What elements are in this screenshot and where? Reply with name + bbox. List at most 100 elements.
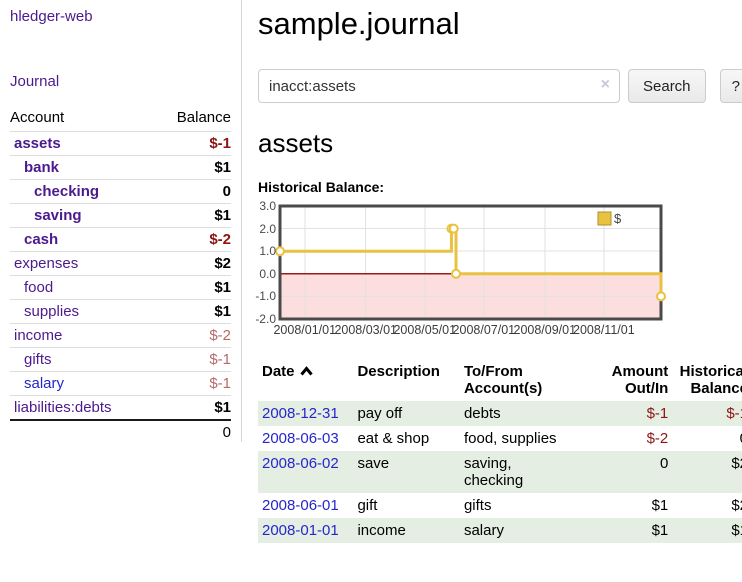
y-axis-tick-label: 3.0 <box>259 199 276 213</box>
account-link-salary[interactable]: salary <box>24 375 65 392</box>
account-row: cash $-2 <box>10 227 231 252</box>
account-row: salary $-1 <box>10 371 231 396</box>
column-header-balance: Historical Balance <box>679 363 742 397</box>
transaction-accounts: food, supplies <box>463 430 557 447</box>
nav-journal-link[interactable]: Journal <box>10 73 60 90</box>
column-header-date[interactable]: Date <box>258 361 353 401</box>
y-axis-tick-label: 2.0 <box>259 221 276 236</box>
transaction-balance: $2 <box>672 451 742 493</box>
sidebar: hledger-web Journal Account Balance asse… <box>0 0 242 442</box>
account-row: supplies $1 <box>10 299 231 324</box>
account-heading: assets <box>258 128 334 158</box>
search-input[interactable] <box>258 69 620 103</box>
account-link-food[interactable]: food <box>24 279 54 296</box>
account-balance: $-1 <box>209 135 231 152</box>
transaction-amount: $-2 <box>646 430 669 447</box>
transaction-date-link[interactable]: 2008-06-03 <box>262 430 339 447</box>
x-axis-tick-label: 2008/03/01 <box>334 323 397 337</box>
account-row: checking 0 <box>10 179 231 204</box>
transaction-date-link[interactable]: 2008-06-01 <box>262 497 339 514</box>
account-balance: $1 <box>214 207 231 224</box>
search-form: × Search ? <box>258 69 742 103</box>
transaction-date-link[interactable]: 2008-06-02 <box>262 455 339 472</box>
transaction-balance: $-1 <box>672 401 742 426</box>
y-axis-tick-label: 0.0 <box>259 266 276 281</box>
accounts-table: Account Balance assets $-1 bank $1 check… <box>10 106 231 444</box>
account-balance: $1 <box>214 399 231 416</box>
account-link-cash[interactable]: cash <box>24 231 59 248</box>
register-row: 2008-01-01 income salary $1 $1 <box>258 518 742 543</box>
search-button[interactable]: Search <box>628 69 706 103</box>
main-content: sample.journal × Search ? assets Histori… <box>242 0 742 543</box>
account-link-liabilities-debts[interactable]: liabilities:debts <box>14 399 112 416</box>
accounts-col-balance: Balance <box>176 109 231 126</box>
balance-chart: $3.0 2.0 1.0 0.0 -1.0 -2.0 2008/01/01 2008/03/0… <box>252 199 672 343</box>
account-link-supplies[interactable]: supplies <box>24 303 80 320</box>
transaction-accounts: salary <box>459 518 605 543</box>
account-balance: $-1 <box>209 351 231 368</box>
chart-title: Historical Balance: <box>258 179 385 195</box>
transaction-description: income <box>353 518 460 543</box>
account-balance: $-2 <box>209 327 231 344</box>
account-row: expenses $2 <box>10 251 231 276</box>
account-link-expenses[interactable]: expenses <box>14 255 79 272</box>
transaction-amount: $1 <box>604 518 673 543</box>
account-link-bank[interactable]: bank <box>24 159 60 176</box>
transaction-description: gift <box>357 497 378 514</box>
sort-ascending-icon <box>299 364 313 381</box>
register-row: 2008-12-31 pay off debts $-1 $-1 <box>258 401 742 426</box>
register-row: 2008-06-02 save saving, checking 0 $2 <box>258 451 742 493</box>
transaction-amount: 0 <box>604 451 673 493</box>
account-row: assets $-1 <box>10 131 231 156</box>
transaction-date-link[interactable]: 2008-01-01 <box>262 522 339 539</box>
account-row: bank $1 <box>10 155 231 180</box>
account-link-saving[interactable]: saving <box>34 207 82 224</box>
account-balance: $2 <box>214 255 231 272</box>
legend-label: $ <box>614 211 622 226</box>
register-row: 2008-06-01 gift gifts $1 $2 <box>258 493 742 518</box>
account-link-checking[interactable]: checking <box>34 183 100 200</box>
account-balance: $1 <box>214 159 231 176</box>
transaction-accounts: gifts <box>463 497 492 514</box>
app-title-link[interactable]: hledger-web <box>10 8 93 25</box>
register-header-row: Date Description To/From Account(s) Amou… <box>258 361 742 401</box>
register-table: Date Description To/From Account(s) Amou… <box>258 361 742 543</box>
accounts-total-balance: 0 <box>222 424 231 441</box>
transaction-date-link[interactable]: 2008-12-31 <box>262 405 339 422</box>
account-row: income $-2 <box>10 323 231 348</box>
column-header-amount: Amount Out/In <box>611 363 669 397</box>
account-row: food $1 <box>10 275 231 300</box>
account-row: gifts $-1 <box>10 347 231 372</box>
accounts-header-row: Account Balance <box>10 106 231 132</box>
y-axis-tick-label: -2.0 <box>255 312 276 326</box>
transaction-description: pay off <box>353 401 460 426</box>
account-link-gifts[interactable]: gifts <box>24 351 52 368</box>
chart-canvas: $ <box>275 204 666 321</box>
transaction-description: save <box>353 451 460 493</box>
transaction-accounts: debts <box>459 401 605 426</box>
account-balance: 0 <box>222 183 231 200</box>
page-title: sample.journal <box>258 6 460 41</box>
y-axis-tick-label: 1.0 <box>259 244 276 259</box>
y-axis-tick-label: -1.0 <box>255 289 276 304</box>
x-axis-tick-label: 2008/11/01 <box>573 323 635 337</box>
clear-search-icon[interactable]: × <box>600 76 610 93</box>
account-balance: $-2 <box>209 231 231 248</box>
account-row: saving $1 <box>10 203 231 228</box>
x-axis-tick-label: 2008/07/01 <box>452 323 516 337</box>
account-balance: $-1 <box>209 375 231 392</box>
column-header-accounts: To/From Account(s) <box>463 363 543 397</box>
transaction-description: eat & shop <box>357 430 430 447</box>
account-row: liabilities:debts $1 <box>10 395 231 421</box>
help-button[interactable]: ? <box>719 69 742 103</box>
x-axis-tick-label: 2008/01/01 <box>273 323 337 337</box>
account-balance: $1 <box>214 279 231 296</box>
accounts-col-account: Account <box>10 109 65 126</box>
x-axis-tick-label: 2008/05/01 <box>393 323 457 337</box>
account-link-assets[interactable]: assets <box>14 135 61 152</box>
transaction-accounts: saving, checking <box>459 451 605 493</box>
account-link-income[interactable]: income <box>14 327 63 344</box>
transaction-amount: $1 <box>651 497 669 514</box>
accounts-total-row: 0 <box>10 420 231 444</box>
transaction-balance: $2 <box>731 497 742 514</box>
